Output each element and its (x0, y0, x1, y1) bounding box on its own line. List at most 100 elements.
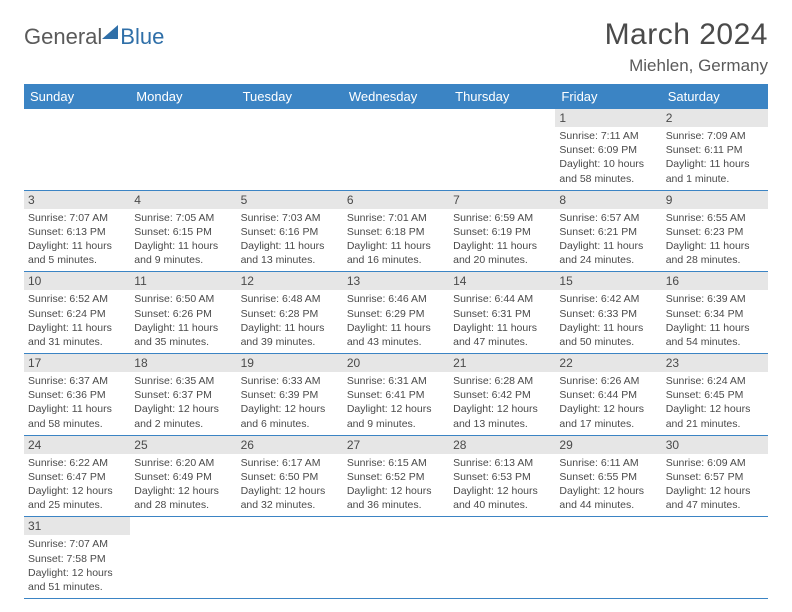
col-friday: Friday (555, 84, 661, 109)
day-number (343, 517, 449, 521)
sunrise-text: Sunrise: 7:07 AM (28, 211, 126, 225)
logo-text-general: General (24, 24, 102, 50)
sunrise-text: Sunrise: 6:59 AM (453, 211, 551, 225)
sunrise-text: Sunrise: 6:28 AM (453, 374, 551, 388)
sunset-text: Sunset: 6:55 PM (559, 470, 657, 484)
day-number: 19 (237, 354, 343, 372)
calendar-day: 31Sunrise: 7:07 AMSunset: 7:58 PMDayligh… (24, 517, 130, 599)
day-number: 28 (449, 436, 555, 454)
calendar-day: 4Sunrise: 7:05 AMSunset: 6:15 PMDaylight… (130, 190, 236, 272)
sunset-text: Sunset: 6:28 PM (241, 307, 339, 321)
calendar-day: 13Sunrise: 6:46 AMSunset: 6:29 PMDayligh… (343, 272, 449, 354)
sunrise-text: Sunrise: 6:20 AM (134, 456, 232, 470)
sunrise-text: Sunrise: 6:37 AM (28, 374, 126, 388)
daylight-text: Daylight: 11 hours and 47 minutes. (453, 321, 551, 349)
day-number (130, 109, 236, 113)
daylight-text: Daylight: 12 hours and 40 minutes. (453, 484, 551, 512)
calendar-day: 5Sunrise: 7:03 AMSunset: 6:16 PMDaylight… (237, 190, 343, 272)
sunset-text: Sunset: 6:44 PM (559, 388, 657, 402)
calendar-day (449, 517, 555, 599)
daylight-text: Daylight: 12 hours and 13 minutes. (453, 402, 551, 430)
daylight-text: Daylight: 11 hours and 54 minutes. (666, 321, 764, 349)
day-number: 25 (130, 436, 236, 454)
calendar-day: 3Sunrise: 7:07 AMSunset: 6:13 PMDaylight… (24, 190, 130, 272)
calendar-week: 24Sunrise: 6:22 AMSunset: 6:47 PMDayligh… (24, 435, 768, 517)
calendar-day: 18Sunrise: 6:35 AMSunset: 6:37 PMDayligh… (130, 354, 236, 436)
calendar-day: 1Sunrise: 7:11 AMSunset: 6:09 PMDaylight… (555, 109, 661, 190)
day-number: 29 (555, 436, 661, 454)
day-details: Sunrise: 6:48 AMSunset: 6:28 PMDaylight:… (237, 290, 343, 353)
daylight-text: Daylight: 11 hours and 16 minutes. (347, 239, 445, 267)
calendar-week: 10Sunrise: 6:52 AMSunset: 6:24 PMDayligh… (24, 272, 768, 354)
sunset-text: Sunset: 6:33 PM (559, 307, 657, 321)
day-details: Sunrise: 7:03 AMSunset: 6:16 PMDaylight:… (237, 209, 343, 272)
calendar-table: Sunday Monday Tuesday Wednesday Thursday… (24, 84, 768, 599)
day-details: Sunrise: 6:35 AMSunset: 6:37 PMDaylight:… (130, 372, 236, 435)
col-wednesday: Wednesday (343, 84, 449, 109)
day-number: 2 (662, 109, 768, 127)
day-number: 23 (662, 354, 768, 372)
sunrise-text: Sunrise: 6:24 AM (666, 374, 764, 388)
daylight-text: Daylight: 11 hours and 28 minutes. (666, 239, 764, 267)
sunrise-text: Sunrise: 6:57 AM (559, 211, 657, 225)
calendar-day: 26Sunrise: 6:17 AMSunset: 6:50 PMDayligh… (237, 435, 343, 517)
sunrise-text: Sunrise: 7:11 AM (559, 129, 657, 143)
calendar-day (555, 517, 661, 599)
calendar-day (662, 517, 768, 599)
sunrise-text: Sunrise: 6:26 AM (559, 374, 657, 388)
daylight-text: Daylight: 11 hours and 50 minutes. (559, 321, 657, 349)
sunrise-text: Sunrise: 6:17 AM (241, 456, 339, 470)
sunset-text: Sunset: 6:11 PM (666, 143, 764, 157)
day-details: Sunrise: 6:42 AMSunset: 6:33 PMDaylight:… (555, 290, 661, 353)
calendar-day: 14Sunrise: 6:44 AMSunset: 6:31 PMDayligh… (449, 272, 555, 354)
day-number: 13 (343, 272, 449, 290)
day-number: 30 (662, 436, 768, 454)
sunset-text: Sunset: 6:19 PM (453, 225, 551, 239)
day-number: 20 (343, 354, 449, 372)
day-number (555, 517, 661, 521)
day-details: Sunrise: 6:20 AMSunset: 6:49 PMDaylight:… (130, 454, 236, 517)
col-sunday: Sunday (24, 84, 130, 109)
daylight-text: Daylight: 11 hours and 5 minutes. (28, 239, 126, 267)
sunrise-text: Sunrise: 6:52 AM (28, 292, 126, 306)
month-title: March 2024 (605, 18, 768, 52)
sunset-text: Sunset: 6:42 PM (453, 388, 551, 402)
sunset-text: Sunset: 6:57 PM (666, 470, 764, 484)
day-number: 22 (555, 354, 661, 372)
calendar-day: 8Sunrise: 6:57 AMSunset: 6:21 PMDaylight… (555, 190, 661, 272)
sunrise-text: Sunrise: 6:50 AM (134, 292, 232, 306)
weekday-header-row: Sunday Monday Tuesday Wednesday Thursday… (24, 84, 768, 109)
daylight-text: Daylight: 12 hours and 44 minutes. (559, 484, 657, 512)
day-number: 16 (662, 272, 768, 290)
day-number: 6 (343, 191, 449, 209)
calendar-day: 25Sunrise: 6:20 AMSunset: 6:49 PMDayligh… (130, 435, 236, 517)
daylight-text: Daylight: 11 hours and 31 minutes. (28, 321, 126, 349)
calendar-day: 6Sunrise: 7:01 AMSunset: 6:18 PMDaylight… (343, 190, 449, 272)
col-monday: Monday (130, 84, 236, 109)
calendar-day: 27Sunrise: 6:15 AMSunset: 6:52 PMDayligh… (343, 435, 449, 517)
calendar-day: 12Sunrise: 6:48 AMSunset: 6:28 PMDayligh… (237, 272, 343, 354)
day-details: Sunrise: 6:52 AMSunset: 6:24 PMDaylight:… (24, 290, 130, 353)
calendar-day: 23Sunrise: 6:24 AMSunset: 6:45 PMDayligh… (662, 354, 768, 436)
sunrise-text: Sunrise: 7:09 AM (666, 129, 764, 143)
daylight-text: Daylight: 12 hours and 28 minutes. (134, 484, 232, 512)
daylight-text: Daylight: 11 hours and 43 minutes. (347, 321, 445, 349)
day-details: Sunrise: 7:07 AMSunset: 7:58 PMDaylight:… (24, 535, 130, 598)
day-number: 24 (24, 436, 130, 454)
sunset-text: Sunset: 6:53 PM (453, 470, 551, 484)
day-details: Sunrise: 7:07 AMSunset: 6:13 PMDaylight:… (24, 209, 130, 272)
day-number: 27 (343, 436, 449, 454)
day-details: Sunrise: 6:37 AMSunset: 6:36 PMDaylight:… (24, 372, 130, 435)
daylight-text: Daylight: 12 hours and 47 minutes. (666, 484, 764, 512)
sunrise-text: Sunrise: 6:09 AM (666, 456, 764, 470)
calendar-day: 10Sunrise: 6:52 AMSunset: 6:24 PMDayligh… (24, 272, 130, 354)
daylight-text: Daylight: 12 hours and 25 minutes. (28, 484, 126, 512)
day-number: 5 (237, 191, 343, 209)
day-details: Sunrise: 6:59 AMSunset: 6:19 PMDaylight:… (449, 209, 555, 272)
day-details: Sunrise: 6:57 AMSunset: 6:21 PMDaylight:… (555, 209, 661, 272)
day-details: Sunrise: 6:55 AMSunset: 6:23 PMDaylight:… (662, 209, 768, 272)
calendar-day: 21Sunrise: 6:28 AMSunset: 6:42 PMDayligh… (449, 354, 555, 436)
calendar-day (130, 517, 236, 599)
daylight-text: Daylight: 10 hours and 58 minutes. (559, 157, 657, 185)
sunset-text: Sunset: 6:23 PM (666, 225, 764, 239)
